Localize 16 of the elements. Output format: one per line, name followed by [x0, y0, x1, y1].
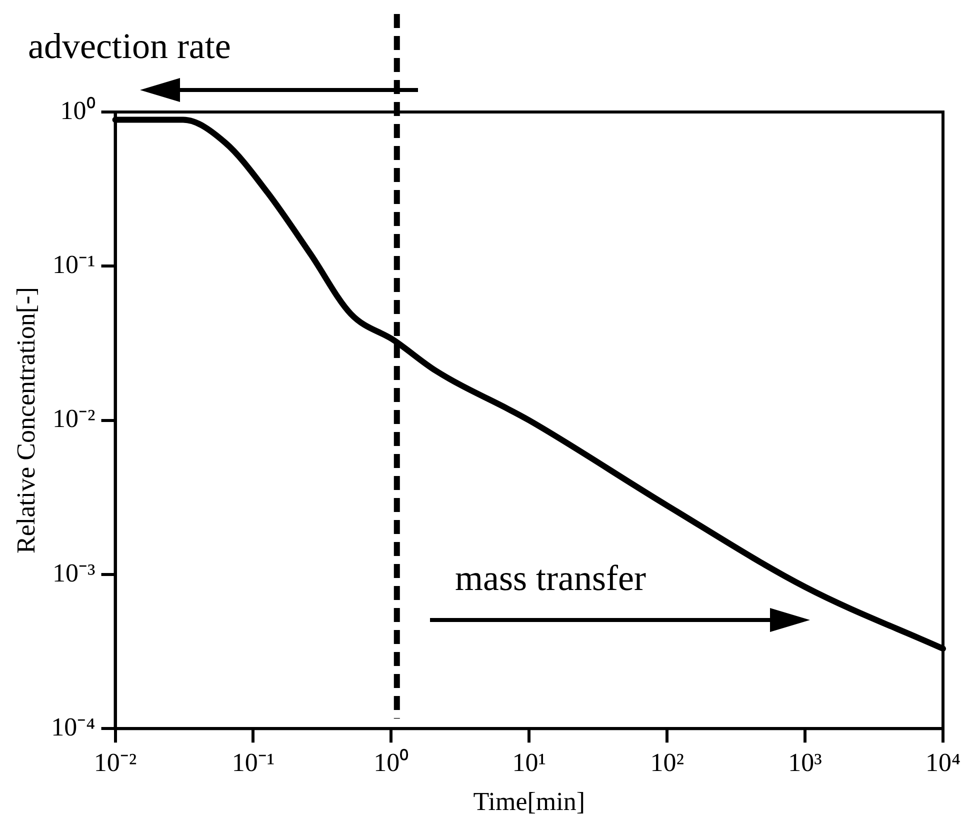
x-tick-label: 10⁴ — [925, 748, 961, 778]
x-tick-label: 10⁻¹ — [232, 748, 275, 778]
x-tick-label: 10² — [650, 748, 684, 778]
x-tick-label: 10³ — [788, 748, 822, 778]
annotation: mass transfer — [455, 558, 646, 598]
text: advection rate — [28, 26, 231, 66]
x-tick-label: 10⁰ — [374, 748, 409, 778]
x-tick-label: 10¹ — [512, 748, 546, 778]
x-tick-label: 10⁻² — [94, 748, 137, 778]
y-tick-label: 10⁰ — [60, 96, 96, 125]
y-tick-label: 10⁻² — [52, 404, 96, 434]
y-tick-label: 10⁻⁴ — [51, 712, 96, 742]
x-axis-title: Time[min] — [473, 787, 585, 816]
y-tick-label: 10⁻³ — [52, 558, 96, 588]
y-axis-title: Relative Concentration[-] — [11, 287, 40, 554]
y-tick-label: 10⁻¹ — [52, 250, 96, 279]
